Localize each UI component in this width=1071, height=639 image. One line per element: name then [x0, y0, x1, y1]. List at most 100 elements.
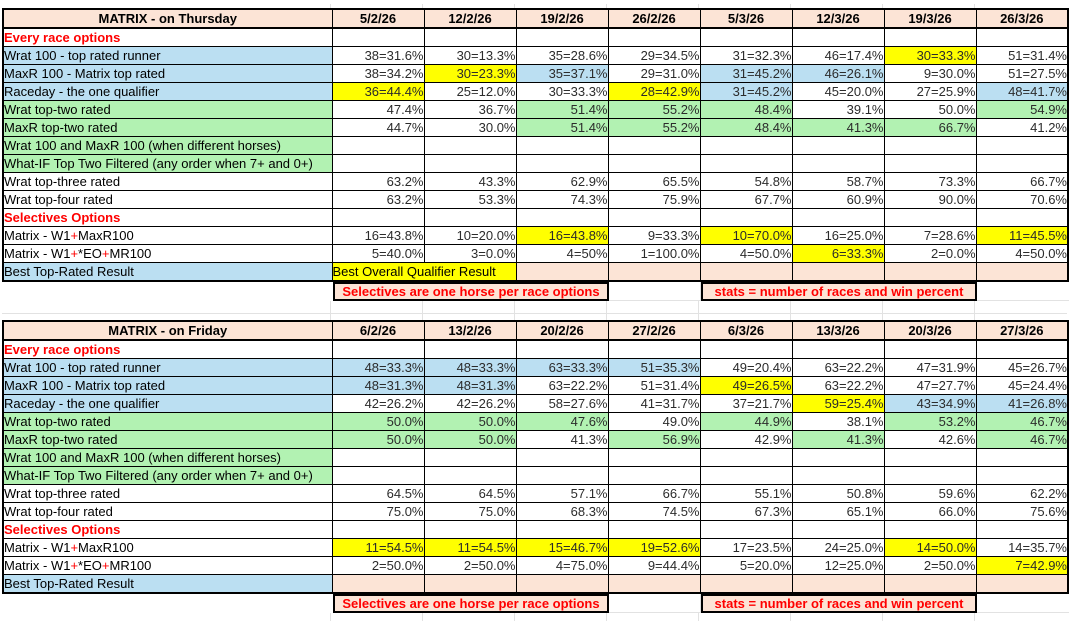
date-header[interactable]: 19/2/26 [515, 8, 609, 29]
value-cell[interactable] [699, 136, 793, 155]
value-cell[interactable]: 25=12.0% [423, 82, 517, 101]
value-cell[interactable]: 39.1% [791, 100, 885, 119]
value-cell[interactable]: 63.2% [331, 190, 425, 209]
date-header[interactable]: 20/3/26 [883, 320, 977, 341]
best-result-cell[interactable] [699, 262, 793, 282]
value-cell[interactable]: 68.3% [515, 502, 609, 521]
value-cell[interactable]: 43.3% [423, 172, 517, 191]
best-result-cell[interactable] [975, 262, 1069, 282]
value-cell[interactable] [515, 339, 609, 359]
row-label[interactable]: What-IF Top Two Filtered (any order when… [2, 154, 333, 173]
value-cell[interactable]: 30=13.3% [423, 46, 517, 65]
value-cell[interactable] [699, 154, 793, 173]
best-result-cell[interactable] [883, 574, 977, 594]
value-cell[interactable]: 90.0% [883, 190, 977, 209]
value-cell[interactable] [331, 466, 425, 485]
value-cell[interactable]: 35=28.6% [515, 46, 609, 65]
row-label[interactable]: Best Top-Rated Result [2, 574, 333, 594]
value-cell[interactable] [699, 466, 793, 485]
row-label[interactable]: Wrat 100 and MaxR 100 (when different ho… [2, 136, 333, 155]
value-cell[interactable]: 17=23.5% [699, 538, 793, 557]
value-cell[interactable]: 50.0% [331, 412, 425, 431]
value-cell[interactable]: 48=41.7% [975, 82, 1069, 101]
row-label[interactable]: Wrat top-three rated [2, 484, 333, 503]
value-cell[interactable] [515, 208, 609, 227]
value-cell[interactable]: 53.2% [883, 412, 977, 431]
value-cell[interactable] [883, 136, 977, 155]
value-cell[interactable]: 9=44.4% [607, 556, 701, 575]
value-cell[interactable]: 63=33.3% [515, 358, 609, 377]
value-cell[interactable]: 70.6% [975, 190, 1069, 209]
date-header[interactable]: 26/3/26 [975, 8, 1069, 29]
value-cell[interactable] [515, 448, 609, 467]
value-cell[interactable] [699, 27, 793, 47]
value-cell[interactable]: 74.3% [515, 190, 609, 209]
value-cell[interactable]: 48.4% [699, 118, 793, 137]
row-label[interactable]: Matrix - W1+MaxR100 [2, 538, 333, 557]
value-cell[interactable]: 46.7% [975, 430, 1069, 449]
row-label[interactable]: MaxR top-two rated [2, 118, 333, 137]
value-cell[interactable] [331, 448, 425, 467]
value-cell[interactable] [423, 448, 517, 467]
value-cell[interactable]: 48=33.3% [331, 358, 425, 377]
value-cell[interactable]: 75.9% [607, 190, 701, 209]
value-cell[interactable]: 28=42.9% [607, 82, 701, 101]
value-cell[interactable]: 7=28.6% [883, 226, 977, 245]
value-cell[interactable] [699, 520, 793, 539]
row-label[interactable]: MaxR top-two rated [2, 430, 333, 449]
value-cell[interactable] [423, 136, 517, 155]
best-result-cell[interactable] [607, 262, 701, 282]
value-cell[interactable]: 45=24.4% [975, 376, 1069, 395]
best-result-cell[interactable] [791, 262, 885, 282]
value-cell[interactable]: 30=33.3% [515, 82, 609, 101]
value-cell[interactable] [331, 208, 425, 227]
value-cell[interactable] [975, 27, 1069, 47]
value-cell[interactable]: 29=31.0% [607, 64, 701, 83]
friday-table-title[interactable]: MATRIX - on Friday [2, 320, 333, 341]
value-cell[interactable]: 64.5% [331, 484, 425, 503]
value-cell[interactable]: 38=34.2% [331, 64, 425, 83]
value-cell[interactable]: 24=25.0% [791, 538, 885, 557]
value-cell[interactable]: 41.3% [515, 430, 609, 449]
value-cell[interactable]: 75.0% [331, 502, 425, 521]
value-cell[interactable] [607, 339, 701, 359]
value-cell[interactable]: 4=50.0% [975, 244, 1069, 263]
value-cell[interactable]: 58=27.6% [515, 394, 609, 413]
best-result-cell[interactable] [791, 574, 885, 594]
value-cell[interactable] [791, 448, 885, 467]
value-cell[interactable]: 42.9% [699, 430, 793, 449]
value-cell[interactable] [883, 339, 977, 359]
value-cell[interactable] [975, 448, 1069, 467]
date-header[interactable]: 27/2/26 [607, 320, 701, 341]
value-cell[interactable]: 50.0% [423, 430, 517, 449]
value-cell[interactable] [883, 27, 977, 47]
value-cell[interactable] [423, 27, 517, 47]
value-cell[interactable]: 16=43.8% [331, 226, 425, 245]
date-header[interactable]: 5/2/26 [331, 8, 425, 29]
value-cell[interactable]: 14=50.0% [883, 538, 977, 557]
value-cell[interactable] [515, 27, 609, 47]
value-cell[interactable]: 1=100.0% [607, 244, 701, 263]
note-stats[interactable]: stats = number of races and win percent [701, 594, 977, 613]
value-cell[interactable]: 3=0.0% [423, 244, 517, 263]
value-cell[interactable]: 49.0% [607, 412, 701, 431]
value-cell[interactable] [791, 520, 885, 539]
value-cell[interactable]: 36.7% [423, 100, 517, 119]
date-header[interactable]: 12/2/26 [423, 8, 517, 29]
value-cell[interactable]: 73.3% [883, 172, 977, 191]
value-cell[interactable] [791, 339, 885, 359]
row-label[interactable]: Wrat 100 - top rated runner [2, 46, 333, 65]
value-cell[interactable] [331, 136, 425, 155]
value-cell[interactable] [331, 520, 425, 539]
date-header[interactable]: 13/2/26 [423, 320, 517, 341]
row-label[interactable]: MaxR 100 - Matrix top rated [2, 376, 333, 395]
value-cell[interactable] [791, 154, 885, 173]
value-cell[interactable] [607, 208, 701, 227]
best-result-cell[interactable] [699, 574, 793, 594]
value-cell[interactable]: 63=22.2% [515, 376, 609, 395]
value-cell[interactable]: 44.9% [699, 412, 793, 431]
value-cell[interactable]: 4=50.0% [699, 244, 793, 263]
date-header[interactable]: 12/3/26 [791, 8, 885, 29]
value-cell[interactable] [515, 136, 609, 155]
date-header[interactable]: 26/2/26 [607, 8, 701, 29]
